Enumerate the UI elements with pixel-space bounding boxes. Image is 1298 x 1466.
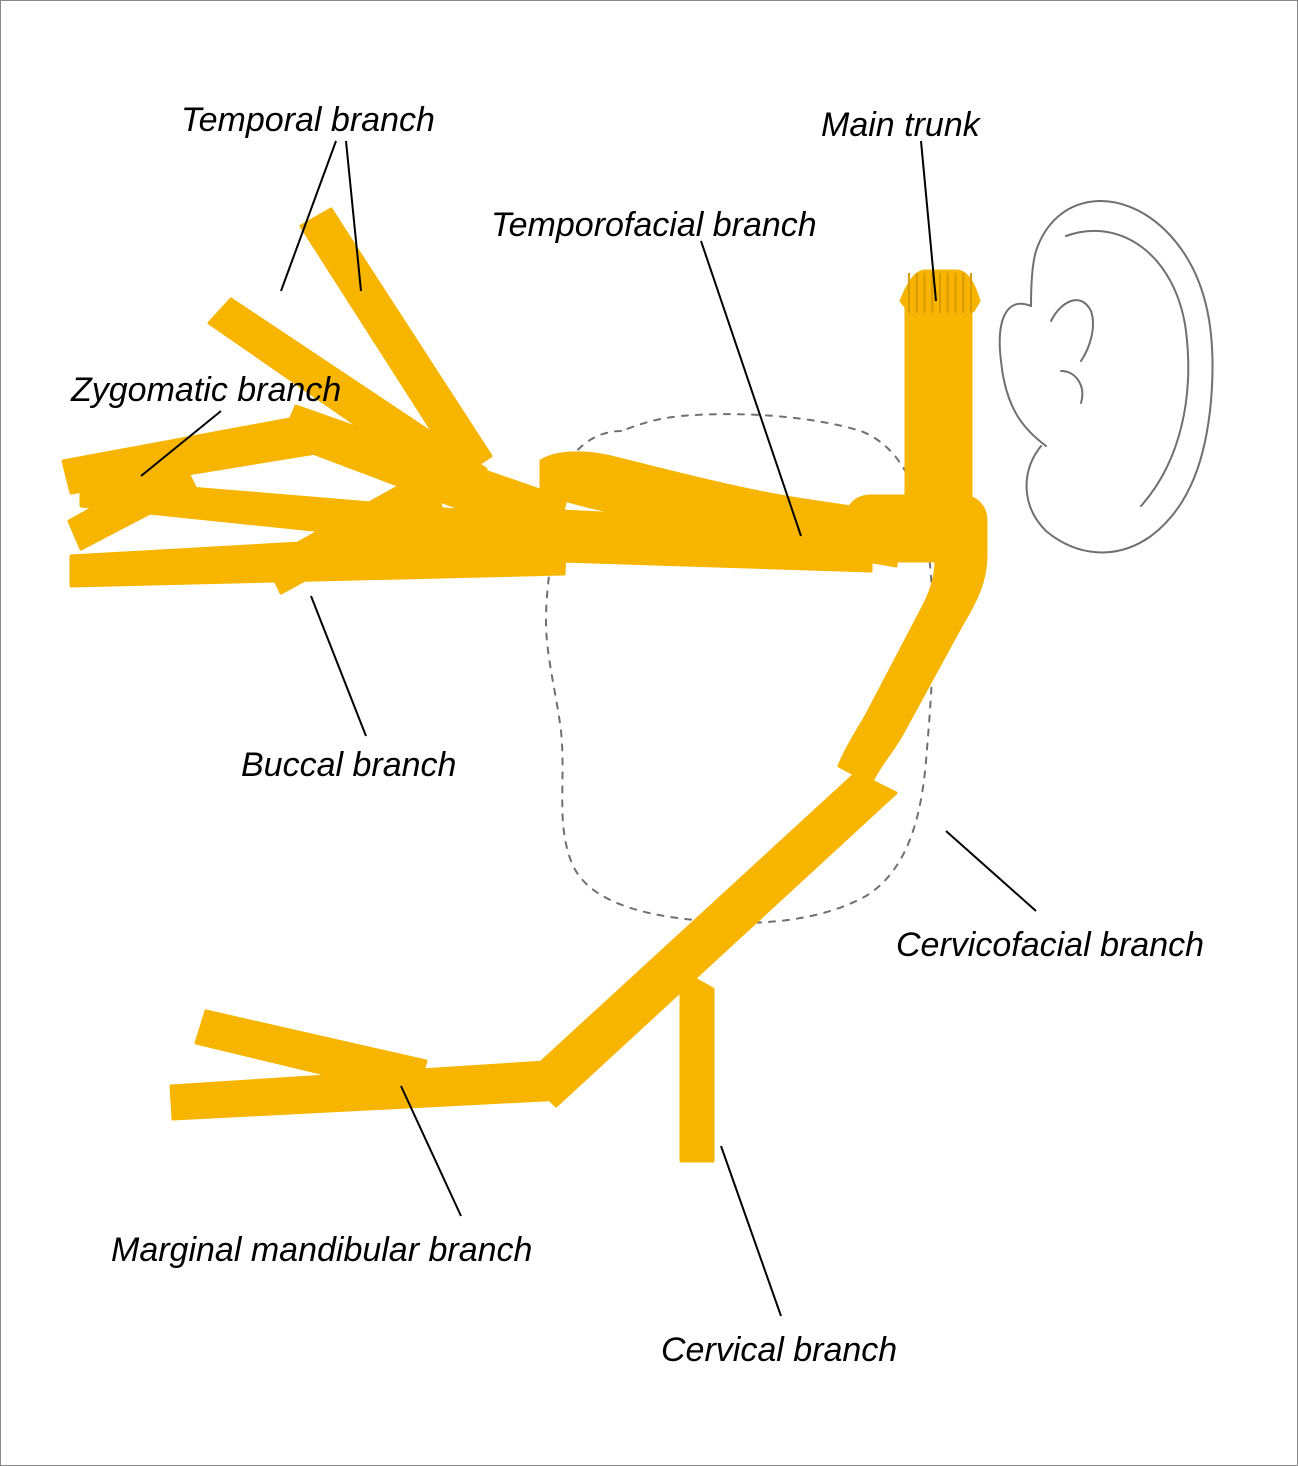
- label-cervical: Cervical branch: [661, 1331, 897, 1370]
- diagram-frame: Temporal branch Zygomatic branch Buccal …: [0, 0, 1298, 1466]
- label-zygomatic: Zygomatic branch: [71, 371, 341, 410]
- label-cervicofacial: Cervicofacial branch: [896, 926, 1204, 965]
- ear-outline: [1000, 201, 1213, 552]
- label-main-trunk: Main trunk: [821, 106, 980, 145]
- facial-nerve-branches: [63, 209, 986, 1161]
- label-buccal: Buccal branch: [241, 746, 456, 785]
- label-marginal: Marginal mandibular branch: [111, 1231, 532, 1270]
- label-temporal: Temporal branch: [181, 101, 435, 140]
- label-temporofacial: Temporofacial branch: [491, 206, 817, 245]
